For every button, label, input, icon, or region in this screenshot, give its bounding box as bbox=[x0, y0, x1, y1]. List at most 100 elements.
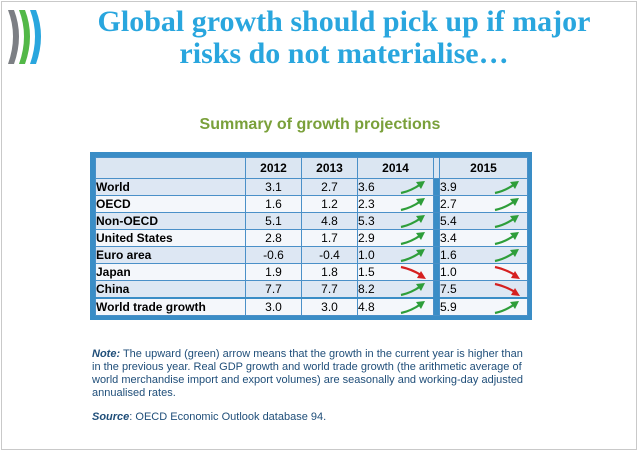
note-label: Note: bbox=[92, 348, 121, 360]
value-2014: 3.6 bbox=[358, 180, 375, 194]
table-row: World 3.1 2.7 3.6 3.9 bbox=[95, 178, 528, 196]
up-arrow-icon bbox=[400, 232, 425, 246]
down-arrow-icon bbox=[400, 265, 426, 279]
value-2013: -0.4 bbox=[301, 246, 358, 264]
source-text: Source: OECD Economic Outlook database 9… bbox=[92, 411, 532, 423]
cell-2014: 1.5 bbox=[357, 263, 434, 281]
up-arrow-icon bbox=[494, 181, 519, 195]
cell-2015: 2.7 bbox=[439, 195, 528, 213]
value-2015: 2.7 bbox=[440, 197, 457, 211]
up-arrow-icon bbox=[400, 181, 425, 195]
up-arrow-icon bbox=[494, 249, 519, 263]
value-2013: 1.8 bbox=[301, 263, 358, 281]
row-label: World trade growth bbox=[95, 297, 246, 316]
title-line-1: Global growth should pick up if major bbox=[97, 5, 591, 38]
value-2014: 2.9 bbox=[358, 231, 375, 245]
up-arrow-icon bbox=[494, 301, 519, 315]
value-2014: 5.3 bbox=[358, 214, 375, 228]
row-label: World bbox=[95, 178, 246, 196]
value-2012: 2.8 bbox=[245, 229, 302, 247]
value-2012: 3.0 bbox=[245, 297, 302, 316]
cell-2014: 5.3 bbox=[357, 212, 434, 230]
value-2012: 1.9 bbox=[245, 263, 302, 281]
table-row: China 7.7 7.7 8.2 7.5 bbox=[95, 280, 528, 299]
value-2013: 3.0 bbox=[301, 297, 358, 316]
up-arrow-icon bbox=[400, 215, 425, 229]
table-row: World trade growth 3.0 3.0 4.8 5.9 bbox=[95, 297, 528, 316]
value-2012: 3.1 bbox=[245, 178, 302, 196]
note-text: Note: The upward (green) arrow means tha… bbox=[92, 348, 532, 400]
value-2012: 5.1 bbox=[245, 212, 302, 230]
value-2013: 7.7 bbox=[301, 280, 358, 299]
value-2014: 4.8 bbox=[358, 300, 375, 314]
cell-2014: 2.3 bbox=[357, 195, 434, 213]
row-label: Non-OECD bbox=[95, 212, 246, 230]
value-2015: 1.6 bbox=[440, 248, 457, 262]
up-arrow-icon bbox=[400, 283, 425, 297]
table-row: OECD 1.6 1.2 2.3 2.7 bbox=[95, 195, 528, 213]
cell-2015: 5.9 bbox=[439, 297, 528, 316]
note-body: The upward (green) arrow means that the … bbox=[92, 348, 524, 399]
source-body: : OECD Economic Outlook database 94. bbox=[129, 411, 327, 423]
header-2013: 2013 bbox=[301, 157, 358, 179]
cell-2015: 1.6 bbox=[439, 246, 528, 264]
up-arrow-icon bbox=[494, 198, 519, 212]
down-arrow-icon bbox=[494, 265, 520, 279]
table-row: Non-OECD 5.1 4.8 5.3 5.4 bbox=[95, 212, 528, 230]
oecd-logo bbox=[8, 10, 41, 64]
growth-table: 2012 2013 2014 2015 World 3.1 2.7 3.6 3.9 OEC… bbox=[95, 157, 528, 316]
cell-2015: 7.5 bbox=[439, 280, 528, 299]
cell-2014: 4.8 bbox=[357, 297, 434, 316]
value-2013: 1.7 bbox=[301, 229, 358, 247]
up-arrow-icon bbox=[400, 198, 425, 212]
title-line-2: risks do not materialise… bbox=[179, 37, 509, 70]
cell-2015: 1.0 bbox=[439, 263, 528, 281]
value-2015: 3.9 bbox=[440, 180, 457, 194]
value-2015: 5.4 bbox=[440, 214, 457, 228]
header-2015: 2015 bbox=[439, 157, 528, 179]
down-arrow-icon bbox=[494, 282, 520, 296]
value-2014: 2.3 bbox=[358, 197, 375, 211]
row-label: OECD bbox=[95, 195, 246, 213]
value-2013: 4.8 bbox=[301, 212, 358, 230]
value-2015: 5.9 bbox=[440, 300, 457, 314]
value-2012: -0.6 bbox=[245, 246, 302, 264]
table-header-row: 2012 2013 2014 2015 bbox=[95, 157, 528, 179]
cell-2015: 3.9 bbox=[439, 178, 528, 196]
table-row: United States 2.8 1.7 2.9 3.4 bbox=[95, 229, 528, 247]
header-2012: 2012 bbox=[245, 157, 302, 179]
row-label: Japan bbox=[95, 263, 246, 281]
up-arrow-icon bbox=[400, 249, 425, 263]
value-2013: 1.2 bbox=[301, 195, 358, 213]
up-arrow-icon bbox=[494, 232, 519, 246]
row-label: United States bbox=[95, 229, 246, 247]
value-2014: 8.2 bbox=[358, 282, 375, 296]
table-row: Japan 1.9 1.8 1.5 1.0 bbox=[95, 263, 528, 281]
value-2014: 1.0 bbox=[358, 248, 375, 262]
value-2012: 7.7 bbox=[245, 280, 302, 299]
value-2015: 7.5 bbox=[440, 282, 457, 296]
cell-2014: 8.2 bbox=[357, 280, 434, 299]
cell-2014: 3.6 bbox=[357, 178, 434, 196]
page-title: Global growth should pick up if major ri… bbox=[56, 6, 632, 70]
cell-2014: 2.9 bbox=[357, 229, 434, 247]
row-label: Euro area bbox=[95, 246, 246, 264]
value-2015: 1.0 bbox=[440, 265, 457, 279]
table-row: Euro area -0.6 -0.4 1.0 1.6 bbox=[95, 246, 528, 264]
up-arrow-icon bbox=[400, 301, 425, 315]
row-label: China bbox=[95, 280, 246, 299]
up-arrow-icon bbox=[494, 215, 519, 229]
source-label: Source bbox=[92, 411, 130, 423]
cell-2014: 1.0 bbox=[357, 246, 434, 264]
value-2013: 2.7 bbox=[301, 178, 358, 196]
cell-2015: 5.4 bbox=[439, 212, 528, 230]
value-2015: 3.4 bbox=[440, 231, 457, 245]
value-2014: 1.5 bbox=[358, 265, 375, 279]
header-2014: 2014 bbox=[357, 157, 434, 179]
growth-table-frame: 2012 2013 2014 2015 World 3.1 2.7 3.6 3.9 OEC… bbox=[90, 152, 532, 320]
value-2012: 1.6 bbox=[245, 195, 302, 213]
table-subtitle: Summary of growth projections bbox=[199, 116, 441, 133]
header-blank bbox=[95, 157, 246, 179]
cell-2015: 3.4 bbox=[439, 229, 528, 247]
